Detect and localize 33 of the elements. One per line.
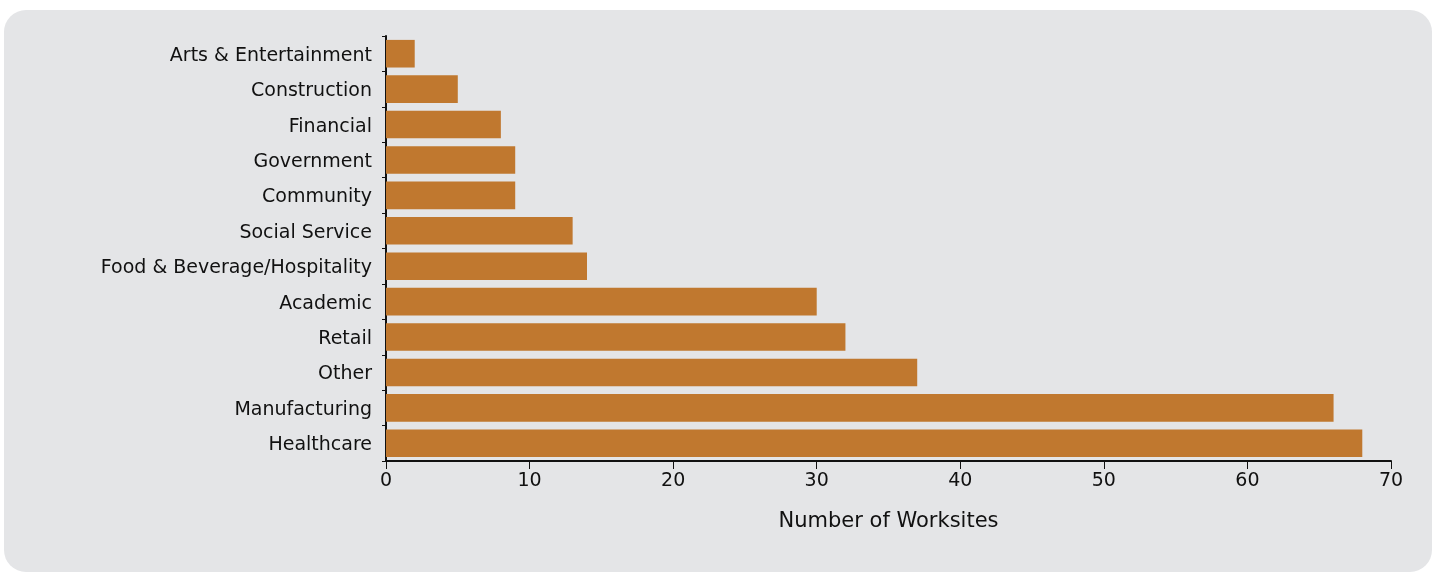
x-tick-label: 40 <box>948 467 973 490</box>
x-tick-label: 30 <box>804 467 829 490</box>
y-tick-label: Other <box>318 361 373 384</box>
x-tick-label: 60 <box>1235 467 1260 490</box>
y-tick-label: Financial <box>288 113 372 136</box>
bar <box>386 39 415 68</box>
bar <box>386 323 846 351</box>
y-tick-label: Healthcare <box>268 432 372 455</box>
bar <box>386 181 516 210</box>
bar <box>386 358 918 387</box>
x-axis-title: Number of Worksites <box>778 507 999 532</box>
y-tick-label: Manufacturing <box>234 396 372 419</box>
bar <box>386 287 817 316</box>
bar <box>386 394 1334 422</box>
y-tick-label: Food & Beverage/Hospitality <box>100 255 372 278</box>
y-tick-label: Social Service <box>239 219 372 242</box>
x-tick-label: 0 <box>379 467 393 490</box>
bar <box>386 146 516 174</box>
bar <box>386 252 587 281</box>
bar <box>386 75 458 103</box>
y-tick-label: Government <box>253 148 372 171</box>
bar <box>386 429 1363 458</box>
x-tick-label: 20 <box>661 467 686 490</box>
y-tick-label: Community <box>262 184 372 207</box>
y-tick-label: Retail <box>318 326 372 349</box>
y-tick-label: Construction <box>251 78 372 101</box>
x-tick-label: 70 <box>1378 467 1404 490</box>
x-tick-label: 10 <box>517 467 542 490</box>
y-tick-label: Arts & Entertainment <box>169 42 372 65</box>
bar <box>386 110 501 139</box>
y-tick-label: Academic <box>279 290 372 313</box>
bar <box>386 216 573 245</box>
x-tick-label: 50 <box>1091 467 1116 490</box>
